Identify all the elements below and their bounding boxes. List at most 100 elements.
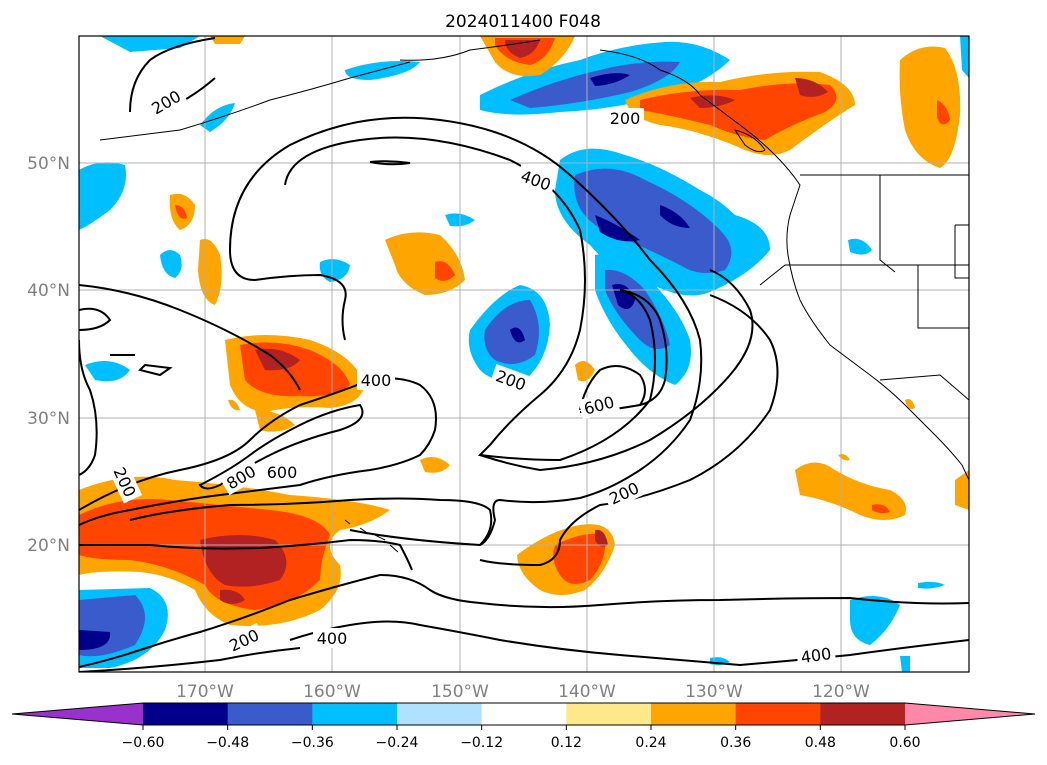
colorbar-segment xyxy=(651,703,737,725)
contour-line xyxy=(289,620,969,667)
negative-anomaly-area xyxy=(848,238,872,255)
negative-anomaly-area xyxy=(900,656,910,672)
contour-line xyxy=(479,294,779,567)
positive-anomaly-area xyxy=(795,78,828,97)
negative-anomaly-area xyxy=(510,327,525,343)
positive-anomaly-area xyxy=(255,348,300,371)
colorbar: −0.60 −0.48 −0.36 −0.24 −0.12 0.12 0.24 0.36 0.4… xyxy=(11,702,1036,751)
state-border xyxy=(879,374,969,401)
colorbar-tick-label: −0.60 xyxy=(122,735,165,751)
negative-anomaly-area xyxy=(79,630,111,650)
negative-anomaly-area xyxy=(960,36,969,78)
colorbar-segments xyxy=(12,703,1035,725)
negative-anomaly-area xyxy=(590,73,630,86)
positive-anomaly-area xyxy=(955,470,969,510)
negative-anomaly-area xyxy=(918,581,945,589)
negative-anomaly-area xyxy=(85,361,130,382)
positive-anomaly-area xyxy=(175,205,187,219)
positive-anomaly-area xyxy=(198,239,222,305)
negative-anomaly-area xyxy=(79,162,126,230)
state-border xyxy=(759,264,786,286)
contour-line xyxy=(79,538,413,571)
negative-anomaly-area xyxy=(345,61,420,80)
colorbar-tick-label: −0.36 xyxy=(291,735,334,751)
contour-line xyxy=(79,339,98,476)
colorbar-tick-label: 0.24 xyxy=(635,735,666,751)
state-border xyxy=(879,175,896,273)
colorbar-tick-label: 0.48 xyxy=(805,735,836,751)
positive-anomaly-area xyxy=(690,95,735,108)
positive-anomaly-area xyxy=(420,456,450,473)
contour-label: 600 xyxy=(267,463,298,482)
colorbar-segment xyxy=(397,703,483,725)
contour-line xyxy=(79,284,301,391)
lat-label: 20°N xyxy=(27,536,70,556)
lon-label: 150°W xyxy=(431,682,489,702)
lat-label: 50°N xyxy=(27,154,70,174)
negative-anomaly-area xyxy=(200,103,235,132)
state-border xyxy=(917,265,969,329)
lon-label: 130°W xyxy=(685,682,743,702)
contour-line xyxy=(79,377,437,526)
positive-anomaly-area xyxy=(210,36,245,44)
colorbar-segment xyxy=(143,703,229,725)
positive-anomaly-area xyxy=(905,399,915,409)
lat-label: 40°N xyxy=(27,281,70,301)
contour-line xyxy=(129,37,216,113)
contour-line xyxy=(110,354,173,377)
alaska-coast xyxy=(399,39,541,61)
colorbar-segment xyxy=(227,703,313,725)
positive-anomaly-area xyxy=(575,361,595,382)
lon-label: 170°W xyxy=(176,682,234,702)
longitude-labels: 170°W 160°W 150°W 140°W 130°W 120°W xyxy=(176,682,870,702)
coastlines xyxy=(99,39,969,553)
colorbar-extension-low xyxy=(12,703,143,725)
positive-anomaly-area xyxy=(595,529,608,547)
colorbar-ticks: −0.60 −0.48 −0.36 −0.24 −0.12 0.12 0.24 0.36 0.4… xyxy=(122,725,921,751)
colorbar-segment xyxy=(481,703,567,725)
shaded-anomaly-fields xyxy=(79,36,969,672)
lon-label: 120°W xyxy=(812,682,870,702)
colorbar-extension-high xyxy=(905,703,1035,725)
colorbar-tick-label: −0.48 xyxy=(206,735,249,751)
colorbar-segment xyxy=(820,703,906,725)
positive-anomaly-area xyxy=(228,399,240,411)
positive-anomaly-area xyxy=(872,504,890,514)
contour-line xyxy=(229,249,347,341)
negative-anomaly-area xyxy=(160,250,182,278)
negative-anomaly-area xyxy=(660,205,690,228)
positive-anomaly-area xyxy=(937,100,950,125)
colorbar-tick-label: 0.12 xyxy=(551,735,582,751)
negative-anomaly-area xyxy=(574,168,732,274)
contour-line xyxy=(79,647,301,672)
latitude-labels: 50°N 40°N 30°N 20°N xyxy=(27,154,70,556)
contour-label: 200 xyxy=(610,109,641,128)
contour-line xyxy=(579,365,646,411)
contour-line xyxy=(129,497,493,546)
lon-label: 160°W xyxy=(303,682,361,702)
contour-line xyxy=(479,269,754,472)
contour-label: 400 xyxy=(800,644,833,667)
map-panel: 200 200 400 200 600 200 400 400 600 800 xyxy=(78,35,970,673)
lat-label: 30°N xyxy=(27,409,70,429)
negative-anomaly-area xyxy=(850,596,900,645)
positive-anomaly-area xyxy=(553,533,606,584)
aleutian-islands xyxy=(99,61,411,141)
vancouver-island xyxy=(733,129,766,153)
colorbar-segment xyxy=(735,703,821,725)
hawaii-islands xyxy=(344,519,399,553)
colorbar-tick-label: −0.24 xyxy=(376,735,419,751)
positive-anomaly-area xyxy=(640,83,837,140)
positive-anomaly-area xyxy=(220,589,245,604)
contour-line xyxy=(229,116,703,547)
state-border xyxy=(954,224,969,279)
colorbar-tick-label: 0.36 xyxy=(720,735,751,751)
positive-anomaly-area xyxy=(899,46,961,168)
contour-line xyxy=(79,573,969,668)
map-title: 2024011400 F048 xyxy=(445,12,601,32)
contour-line xyxy=(369,160,411,166)
contour-line xyxy=(284,136,656,462)
contour-label: 400 xyxy=(317,629,348,648)
north-america-coastline xyxy=(599,49,969,481)
